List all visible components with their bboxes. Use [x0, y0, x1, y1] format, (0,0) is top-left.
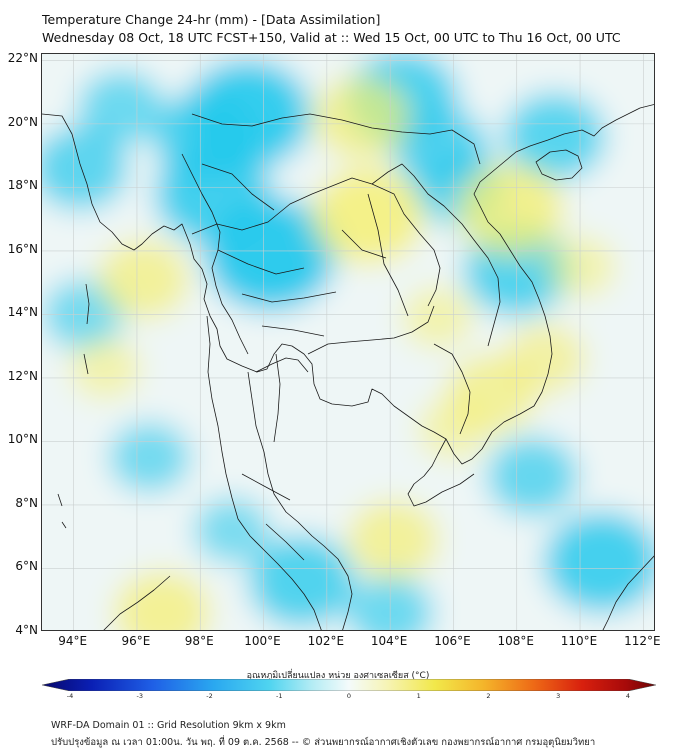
- border-cambodia-vietnam: [433, 343, 471, 435]
- colorbar-tick-label: 2: [486, 692, 491, 700]
- map-title: Temperature Change 24-hr (mm) - [Data As…: [42, 12, 381, 27]
- border-myanmar-thai: [181, 153, 249, 355]
- warming-area: [312, 167, 424, 265]
- border-laos-vietnam: [371, 163, 501, 347]
- warming-area: [504, 323, 586, 395]
- longitude-label: 96°E: [121, 634, 151, 648]
- temperature-map: [42, 54, 654, 630]
- latitude-label: 12°N: [7, 368, 38, 383]
- latitude-label: 4°N: [15, 623, 38, 637]
- latitude-label: 16°N: [7, 241, 38, 256]
- colorbar: [42, 679, 656, 691]
- border-thai-cambodia: [307, 305, 435, 355]
- coastline-peninsula-east: [247, 371, 353, 630]
- cooling-area: [42, 126, 129, 211]
- coastline-vietnam-south: [407, 438, 475, 507]
- temperature-field: [42, 54, 654, 630]
- latitude-label: 18°N: [7, 178, 38, 193]
- colorbar-scale: [42, 679, 656, 691]
- longitude-label: 108°E: [497, 634, 534, 648]
- colorbar-tick-label: -4: [66, 692, 74, 700]
- colorbar-tick-label: 3: [556, 692, 561, 700]
- warming-area: [457, 163, 564, 257]
- map-panel: [41, 53, 655, 631]
- thai-provinces: [201, 163, 409, 561]
- latitude-label: 6°N: [15, 559, 38, 574]
- cooling-area: [486, 436, 579, 517]
- longitude-label: 98°E: [184, 634, 214, 648]
- coastlines-borders: [42, 104, 654, 630]
- coastline-mainland: [42, 104, 654, 465]
- longitude-label: 102°E: [307, 634, 345, 648]
- coastline-gulf: [255, 357, 309, 373]
- colorbar-title: อุณหภูมิเปลี่ยนแปลง หน่วย องศาเซลเซียส (…: [246, 671, 430, 681]
- colorbar-tick-label: 1: [416, 692, 421, 700]
- hainan-island: [535, 149, 583, 181]
- cooling-area: [108, 421, 191, 493]
- cooling-area: [543, 511, 654, 613]
- cooling-area: [153, 90, 260, 183]
- border-thai-laos: [191, 177, 441, 307]
- latitude-label: 10°N: [7, 432, 38, 447]
- longitude-label: 94°E: [58, 634, 88, 648]
- warming-area: [401, 286, 474, 349]
- colorbar-tick-label: -3: [136, 692, 143, 700]
- coastline-borneo: [602, 555, 654, 630]
- andaman-islands: [57, 283, 90, 529]
- coastline-peninsula: [206, 315, 322, 630]
- colorbar-tick-label: -1: [276, 692, 283, 700]
- graticule: [42, 54, 654, 630]
- cooling-area: [203, 196, 336, 312]
- warming-area: [97, 239, 190, 320]
- latitude-label: 14°N: [7, 305, 38, 320]
- map-subtitle: Wednesday 08 Oct, 18 UTC FCST+150, Valid…: [42, 30, 621, 45]
- colorbar-tick-label: 4: [625, 692, 631, 700]
- latitude-label: 8°N: [15, 495, 38, 510]
- border-china: [191, 113, 481, 165]
- longitude-label: 110°E: [560, 634, 598, 648]
- warming-area: [113, 570, 211, 630]
- coastline-sumatra: [103, 575, 171, 630]
- longitude-label: 104°E: [370, 634, 408, 648]
- longitude-label: 100°E: [244, 634, 281, 648]
- cooling-area: [193, 497, 271, 564]
- latitude-label: 22°N: [7, 51, 38, 66]
- longitude-label: 106°E: [434, 634, 471, 648]
- footer-credit: ปรับปรุงข้อมูล ณ เวลา 01:00น. วัน พฤ. ที…: [51, 737, 596, 748]
- warming-area: [69, 337, 141, 400]
- colorbar-tick-label: -2: [206, 692, 213, 700]
- latitude-label: 20°N: [7, 114, 38, 129]
- footer-model-info: WRF-DA Domain 01 :: Grid Resolution 9km …: [51, 720, 286, 731]
- cooling-area: [77, 70, 165, 146]
- cooling-area: [248, 534, 355, 628]
- colorbar-tick-label: 0: [346, 692, 352, 700]
- longitude-label: 112°E: [624, 634, 661, 648]
- warming-area: [313, 75, 410, 160]
- warming-area: [347, 500, 440, 580]
